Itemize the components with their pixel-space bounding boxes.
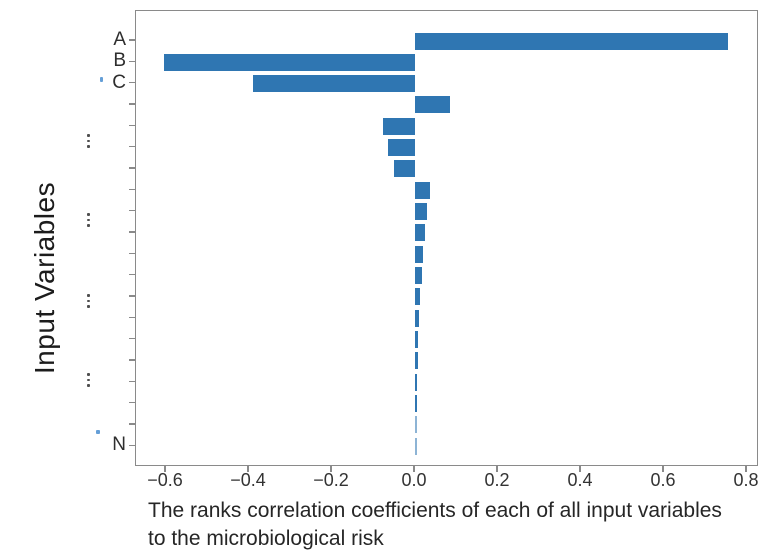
y-axis-title: Input Variables [29, 181, 60, 375]
y-tick-mark [129, 337, 135, 340]
x-tick-label: 0.0 [401, 470, 427, 490]
x-axis-title-line2: to the microbiological risk [148, 527, 384, 550]
ellipsis-dot [87, 305, 90, 308]
y-tick-label-n: N [112, 434, 126, 456]
y-tick-mark [129, 316, 135, 319]
bar-row-18 [415, 395, 418, 413]
x-tick-mark [247, 466, 249, 472]
y-tick-mark [129, 231, 135, 233]
y-tick-label-a: A [113, 29, 126, 50]
y-tick-mark [129, 39, 135, 41]
x-tick-mark [496, 466, 498, 472]
y-tick-mark [129, 380, 135, 383]
bar-row-17 [415, 373, 418, 391]
x-tick-mark [662, 466, 664, 472]
y-tick-mark [129, 401, 135, 404]
bar-row-8 [415, 181, 430, 199]
ellipsis-dot [87, 378, 90, 382]
x-tick-label: −0.2 [313, 470, 349, 490]
x-tick-label: 0.6 [650, 470, 676, 490]
y-tick-mark [129, 167, 135, 169]
ellipsis-dot [87, 139, 90, 143]
y-tick-mark [129, 60, 135, 63]
y-tick-mark [129, 444, 135, 447]
ellipsis-dot [87, 213, 90, 216]
y-tick-mark [129, 188, 135, 191]
bar-row-19 [415, 416, 417, 434]
y-tick-mark [129, 103, 135, 105]
x-tick-mark [413, 466, 415, 472]
x-tick-label: −0.4 [230, 470, 266, 490]
ellipsis-dot [87, 224, 90, 227]
y-tick-mark [129, 81, 135, 84]
bar-b [163, 53, 415, 71]
bar-row-10 [415, 224, 425, 242]
plot-area [135, 10, 758, 466]
ellipsis-dot [87, 218, 90, 222]
ellipsis-dot [87, 294, 90, 297]
y-tick-mark [129, 423, 135, 425]
x-axis-title-line1: The ranks correlation coefficients of ea… [148, 499, 722, 522]
y-tick-mark [129, 359, 135, 361]
x-tick-mark [579, 466, 581, 472]
bar-a [415, 32, 729, 50]
ellipsis-marker [87, 134, 90, 148]
ellipsis-marker [87, 213, 90, 227]
bar-row-4 [415, 96, 451, 114]
x-tick-label: 0.8 [733, 470, 759, 490]
y-tick-mark [129, 209, 135, 212]
bar-row-15 [415, 331, 419, 349]
ellipsis-dot [87, 145, 90, 148]
x-tick-mark [745, 466, 747, 472]
ellipsis-dot [87, 384, 90, 387]
bar-n [415, 437, 417, 455]
bar-row-7 [394, 160, 415, 178]
x-tick-label: −0.6 [147, 470, 183, 490]
y-tick-mark [129, 124, 135, 127]
y-tick-label-b: B [113, 50, 126, 72]
y-tick-mark [129, 252, 135, 255]
bar-row-9 [415, 203, 428, 221]
bar-row-16 [415, 352, 418, 370]
bar-c [253, 75, 415, 93]
x-axis-title: The ranks correlation coefficients of ea… [148, 497, 768, 553]
small-blue-mark [100, 77, 103, 82]
x-tick-mark [164, 466, 166, 472]
y-tick-mark [129, 273, 135, 276]
ellipsis-marker [87, 373, 90, 387]
ellipsis-dot [87, 373, 90, 376]
x-tick-mark [330, 466, 332, 472]
bar-row-5 [383, 117, 415, 135]
x-tick-label: 0.2 [484, 470, 510, 490]
bar-row-14 [415, 309, 420, 327]
ellipsis-dot [87, 134, 90, 137]
bar-row-12 [415, 267, 422, 285]
bar-row-11 [415, 245, 423, 263]
bar-row-6 [388, 139, 415, 157]
small-blue-mark [96, 430, 100, 434]
y-tick-mark [129, 145, 135, 148]
y-tick-label-c: C [112, 71, 126, 93]
x-tick-label: 0.4 [567, 470, 593, 490]
ellipsis-marker [87, 294, 90, 308]
ellipsis-dot [87, 299, 90, 303]
y-tick-mark [129, 295, 135, 297]
bar-row-13 [415, 288, 420, 306]
